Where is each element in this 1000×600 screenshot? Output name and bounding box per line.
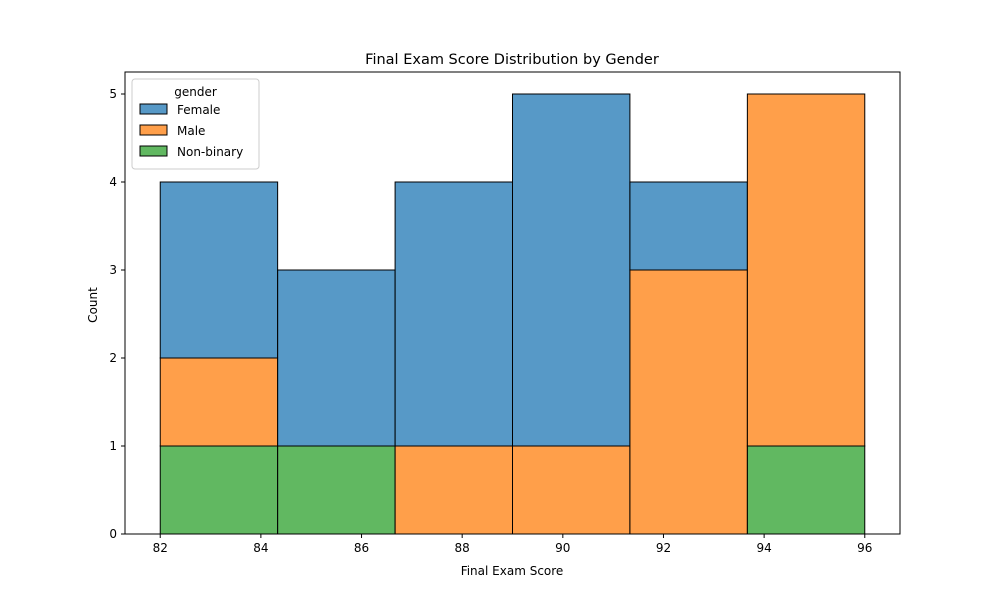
bar-female-bin-0	[159, 181, 279, 359]
y-tick-label: 1	[109, 439, 117, 453]
x-tick-label: 88	[455, 541, 470, 555]
bars-layer	[159, 93, 866, 535]
bar-non-binary-bin-5	[746, 445, 866, 535]
bar-male-bin-4	[629, 269, 748, 535]
bar-male-bin-2	[394, 445, 513, 535]
legend-title: gender	[174, 85, 217, 99]
x-tick-label: 96	[857, 541, 872, 555]
legend-swatch-female	[139, 103, 168, 115]
legend-label-non-binary: Non-binary	[177, 145, 243, 159]
legend-label-female: Female	[177, 103, 220, 117]
legend: gender Female Male Non-binary	[131, 78, 260, 170]
bar-female-bin-4	[629, 181, 748, 271]
y-axis-label: Count	[86, 287, 100, 323]
x-tick-label: 90	[555, 541, 570, 555]
y-tick-label: 5	[109, 87, 117, 101]
legend-label-male: Male	[177, 124, 205, 138]
x-axis-label: Final Exam Score	[461, 564, 564, 578]
bar-female-bin-3	[512, 93, 631, 447]
x-tick-label: 86	[354, 541, 369, 555]
y-axis-ticks: 0 1 2 3 4 5	[109, 87, 125, 541]
bar-male-bin-0	[159, 357, 279, 447]
y-tick-label: 0	[109, 527, 117, 541]
x-tick-label: 94	[756, 541, 771, 555]
bar-female-bin-2	[394, 181, 513, 447]
y-tick-label: 4	[109, 175, 117, 189]
bar-non-binary-bin-1	[277, 445, 396, 535]
x-tick-label: 84	[253, 541, 268, 555]
legend-swatch-non-binary	[139, 145, 168, 157]
y-tick-label: 2	[109, 351, 117, 365]
bar-male-bin-3	[512, 445, 631, 535]
x-tick-label: 92	[656, 541, 671, 555]
x-axis-ticks: 82 84 86 88 90 92 94 96	[153, 534, 872, 555]
bar-male-bin-5	[746, 93, 866, 447]
x-tick-label: 82	[153, 541, 168, 555]
chart-title: Final Exam Score Distribution by Gender	[365, 52, 659, 68]
y-tick-label: 3	[109, 263, 117, 277]
legend-swatch-male	[139, 124, 168, 136]
bar-non-binary-bin-0	[159, 445, 279, 535]
plot-frame	[124, 71, 901, 535]
bar-female-bin-1	[277, 269, 396, 447]
